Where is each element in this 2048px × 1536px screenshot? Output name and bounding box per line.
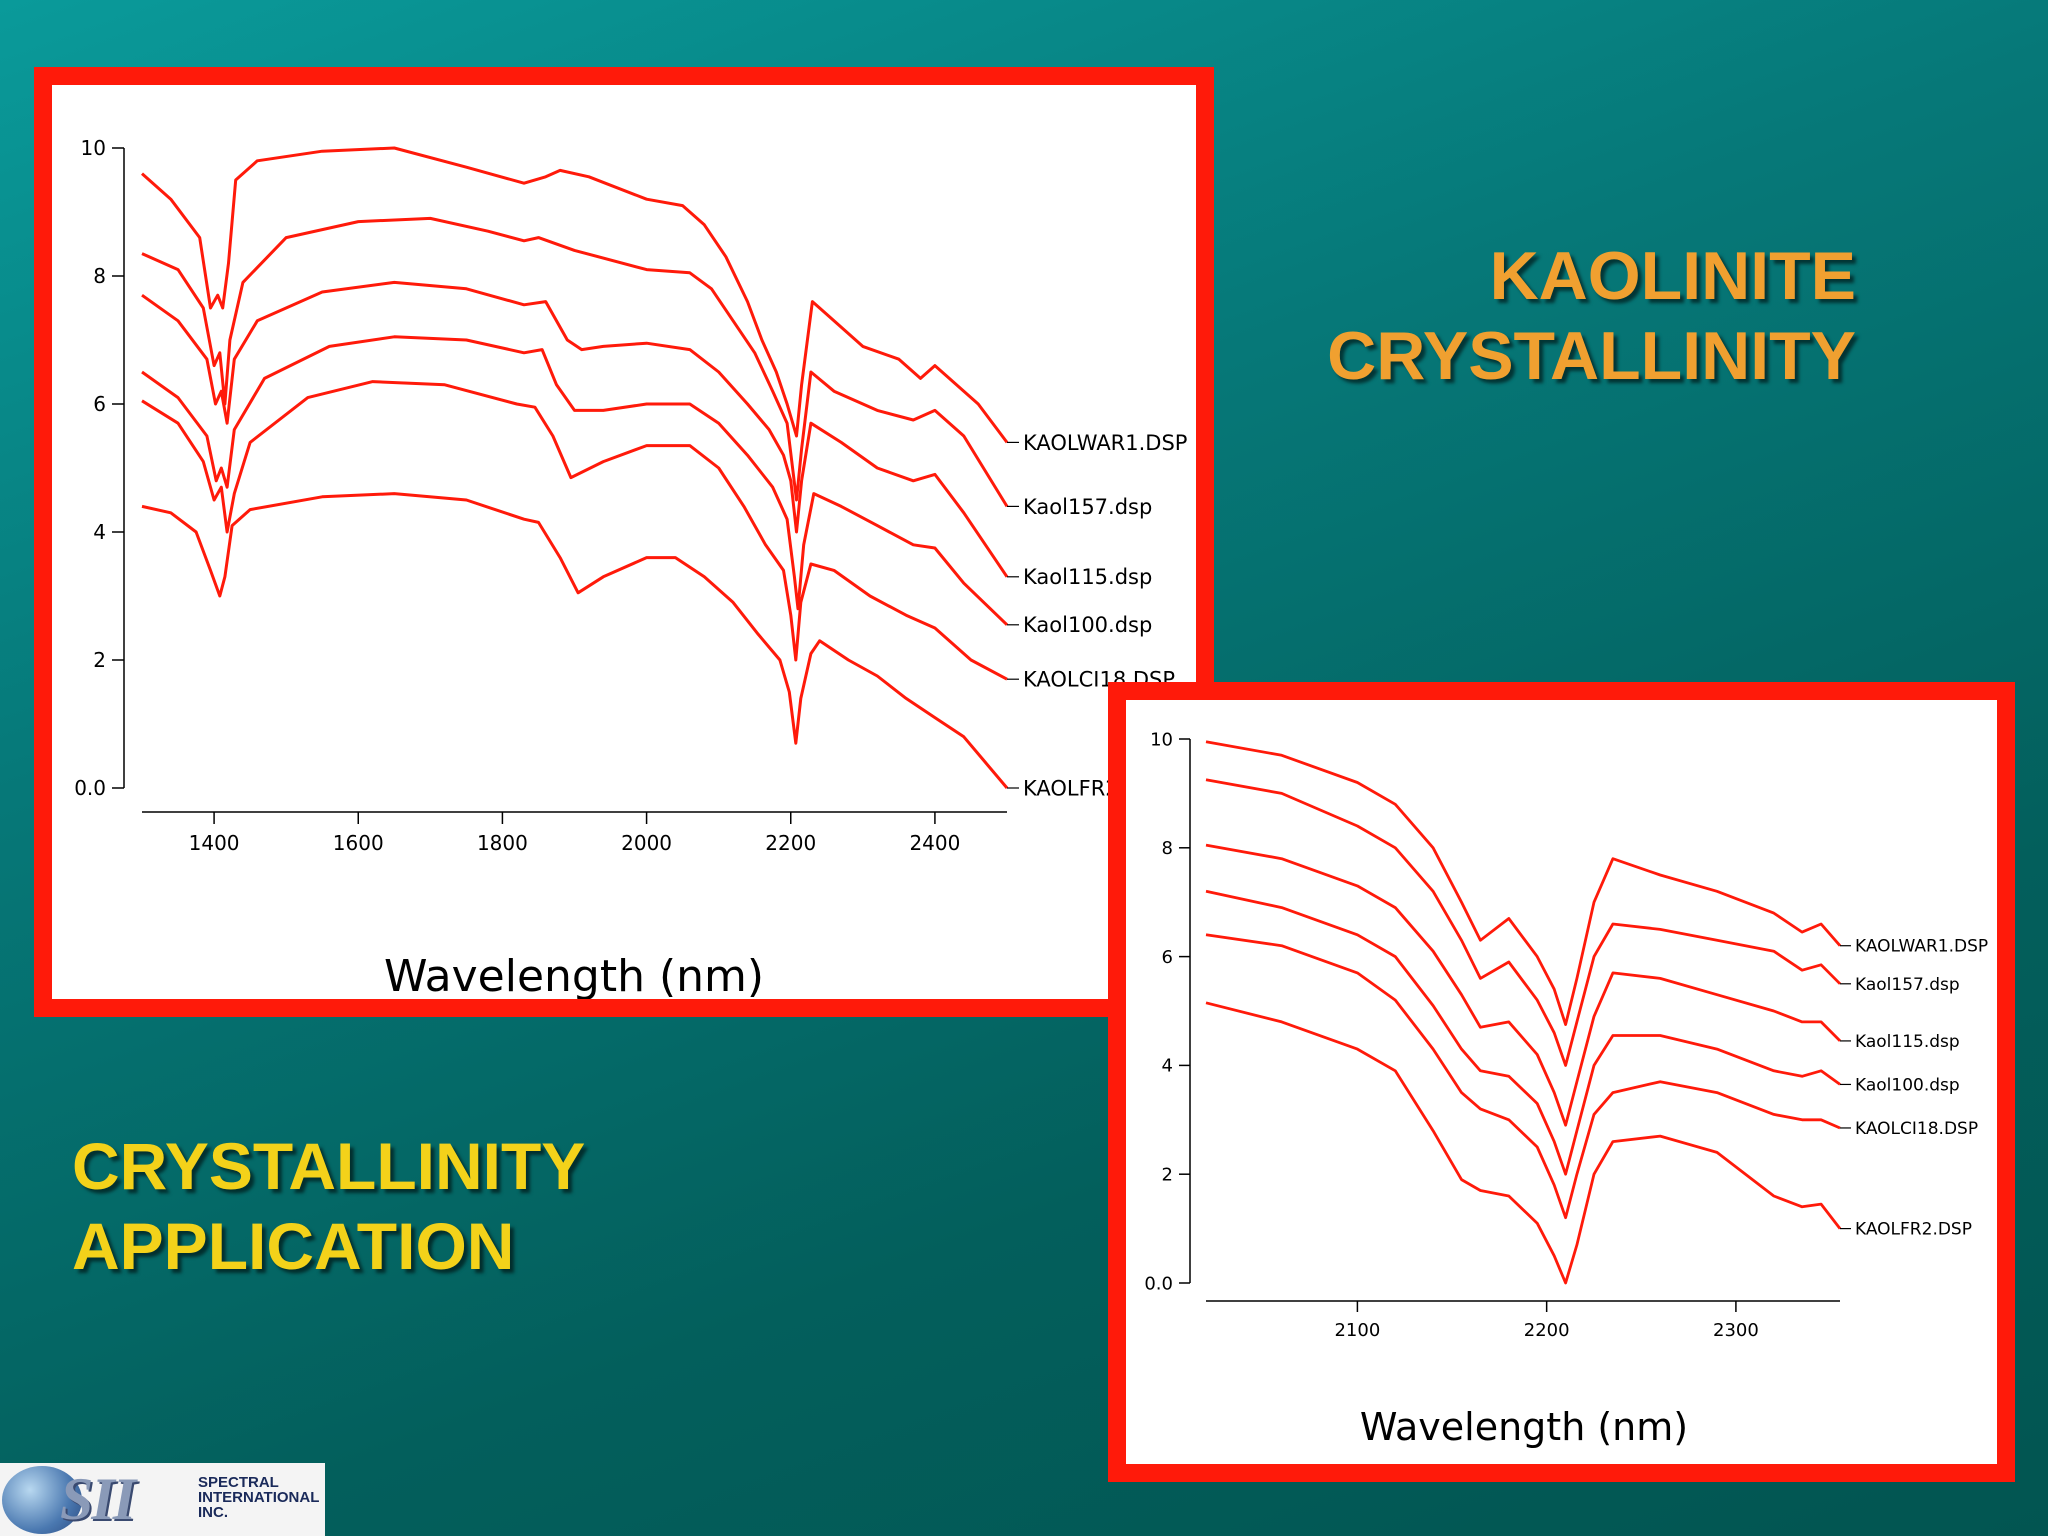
series-line bbox=[141, 216, 1009, 508]
series-label: Kaol157.dsp bbox=[1855, 975, 1960, 995]
series-line bbox=[1205, 843, 1841, 1127]
series-line bbox=[141, 335, 1009, 626]
series-line bbox=[141, 380, 1008, 681]
series-line bbox=[1205, 933, 1841, 1220]
slide-title-line2: CRYSTALLINITY bbox=[1327, 318, 1856, 394]
x-tick-label: 2300 bbox=[1713, 1320, 1759, 1341]
series-line bbox=[1205, 1001, 1842, 1285]
logo-monogram: SII bbox=[60, 1466, 136, 1532]
series-line bbox=[141, 492, 1009, 789]
series-line bbox=[1205, 889, 1841, 1176]
x-axis-label: Wavelength (nm) bbox=[1360, 1405, 1688, 1449]
slide-subtitle: CRYSTALLINITY APPLICATION bbox=[72, 1126, 585, 1286]
y-tick-label: 4 bbox=[1162, 1056, 1173, 1077]
series-label: Kaol100.dsp bbox=[1855, 1075, 1960, 1095]
series-line bbox=[1205, 778, 1841, 1067]
series-line bbox=[1205, 740, 1842, 1026]
x-tick-label: 2200 bbox=[765, 831, 816, 855]
x-tick-label: 2200 bbox=[1524, 1320, 1570, 1341]
x-tick-label: 2000 bbox=[621, 831, 672, 855]
x-tick-label: 1600 bbox=[333, 831, 384, 855]
y-tick-label: 6 bbox=[1162, 947, 1173, 968]
series-label: Kaol157.dsp bbox=[1023, 495, 1152, 519]
slide-title: KAOLINITE CRYSTALLINITY bbox=[1327, 236, 1856, 396]
y-tick-label: 10 bbox=[1150, 729, 1173, 750]
series-label: Kaol115.dsp bbox=[1023, 565, 1152, 589]
x-tick-label: 1400 bbox=[189, 831, 240, 855]
y-tick-label: 2 bbox=[93, 648, 106, 672]
slide-title-line1: KAOLINITE bbox=[1489, 238, 1856, 314]
x-tick-label: 1800 bbox=[477, 831, 528, 855]
y-tick-label: 4 bbox=[93, 520, 106, 544]
logo-word-2: INTERNATIONAL bbox=[198, 1489, 320, 1506]
series-label: Kaol115.dsp bbox=[1855, 1032, 1960, 1052]
x-tick-label: 2400 bbox=[909, 831, 960, 855]
series-label: KAOLWAR1.DSP bbox=[1855, 937, 1988, 957]
series-line bbox=[141, 146, 1009, 444]
logo-word-1: SPECTRAL bbox=[198, 1474, 279, 1491]
series-label: KAOLFR2.DSP bbox=[1855, 1220, 1972, 1240]
y-tick-label: 0.0 bbox=[74, 776, 106, 800]
series-line bbox=[141, 280, 1009, 578]
globe-icon bbox=[2, 1466, 82, 1534]
company-logo: SII SPECTRAL INTERNATIONAL INC. bbox=[0, 1463, 325, 1536]
y-tick-label: 8 bbox=[1162, 838, 1173, 859]
y-tick-label: 0.0 bbox=[1144, 1273, 1173, 1294]
y-tick-label: 2 bbox=[1162, 1165, 1173, 1186]
y-tick-label: 8 bbox=[93, 264, 106, 288]
y-tick-label: 10 bbox=[81, 136, 106, 160]
zoomed-spectrum-chart: 0.0 2 4 6 8 10 2100 2200 2300 Wavelength (nm) KAOL… bbox=[1144, 729, 1988, 1449]
y-tick-label: 6 bbox=[93, 392, 106, 416]
logo-word-3: INC. bbox=[198, 1504, 228, 1521]
full-spectrum-chart: 0.0 2 4 6 8 10 1400 1600 1800 2000 2200 2400 Wavelen… bbox=[74, 136, 1187, 999]
series-label: Kaol100.dsp bbox=[1023, 613, 1152, 637]
zoomed-spectrum-chart-panel: 0.0 2 4 6 8 10 2100 2200 2300 Wavelength (nm) KAOL… bbox=[1108, 682, 2015, 1482]
logo-wordmark: SPECTRAL INTERNATIONAL INC. bbox=[198, 1475, 319, 1520]
slide-subtitle-line1: CRYSTALLINITY bbox=[72, 1129, 586, 1203]
x-axis-label: Wavelength (nm) bbox=[384, 951, 764, 999]
slide-subtitle-line2: APPLICATION bbox=[72, 1209, 515, 1283]
x-tick-label: 2100 bbox=[1334, 1320, 1380, 1341]
series-label: KAOLCI18.DSP bbox=[1855, 1119, 1978, 1139]
full-spectrum-chart-panel: 0.0 2 4 6 8 10 1400 1600 1800 2000 2200 2400 Wavelen… bbox=[34, 67, 1214, 1017]
series-label: KAOLWAR1.DSP bbox=[1023, 431, 1187, 455]
